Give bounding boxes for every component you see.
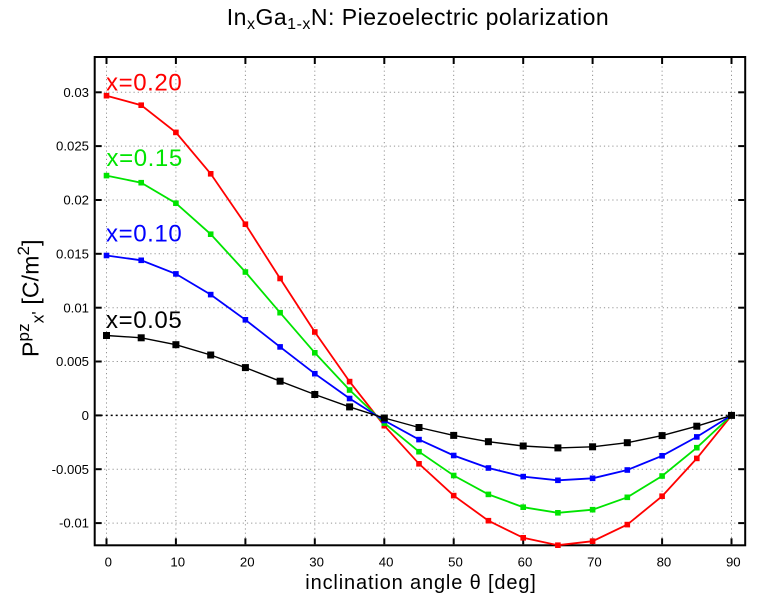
svg-text:20: 20 <box>240 554 255 569</box>
svg-text:0.005: 0.005 <box>56 354 89 369</box>
svg-text:0: 0 <box>105 554 112 569</box>
svg-text:x=0.10: x=0.10 <box>106 221 182 248</box>
svg-text:x=0.05: x=0.05 <box>106 307 182 334</box>
svg-text:0: 0 <box>82 408 89 423</box>
svg-text:InxGa1-xN: Piezoelectric polar: InxGa1-xN: Piezoelectric polarization <box>227 4 609 33</box>
svg-text:0.015: 0.015 <box>56 246 89 261</box>
svg-text:0.01: 0.01 <box>63 300 89 315</box>
svg-text:inclination angle θ [deg]: inclination angle θ [deg] <box>305 572 536 594</box>
svg-text:60: 60 <box>518 554 533 569</box>
svg-text:x=0.20: x=0.20 <box>106 70 182 97</box>
svg-text:-0.01: -0.01 <box>59 516 89 531</box>
svg-text:90: 90 <box>726 554 741 569</box>
svg-text:80: 80 <box>657 554 672 569</box>
svg-text:30: 30 <box>309 554 324 569</box>
svg-text:0.03: 0.03 <box>63 85 89 100</box>
svg-text:-0.005: -0.005 <box>52 462 89 477</box>
svg-text:Ppzx' [C/m2]: Ppzx' [C/m2] <box>14 239 48 357</box>
svg-text:40: 40 <box>379 554 394 569</box>
svg-text:x=0.15: x=0.15 <box>107 145 183 172</box>
svg-text:0.02: 0.02 <box>63 193 89 208</box>
svg-text:70: 70 <box>587 554 602 569</box>
svg-text:50: 50 <box>448 554 463 569</box>
svg-text:10: 10 <box>170 554 185 569</box>
svg-text:0.025: 0.025 <box>56 139 89 154</box>
